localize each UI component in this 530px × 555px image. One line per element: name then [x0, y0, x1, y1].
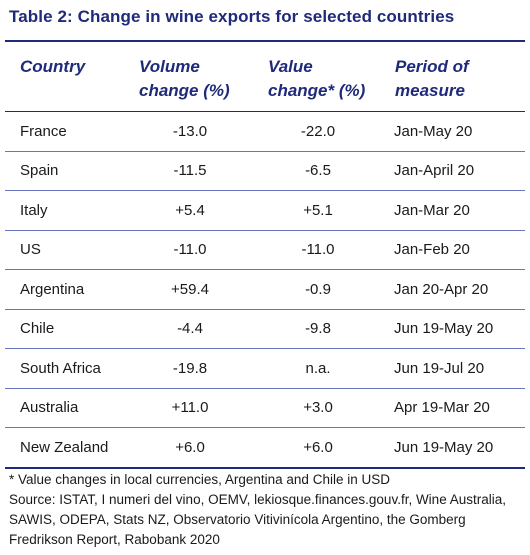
cell-value-change: +5.1 [303, 201, 333, 219]
column-header-line: Volume [139, 57, 200, 76]
column-header-line: Value [268, 57, 313, 76]
column-header-line: change* (%) [268, 81, 366, 100]
cell-period: Jun 19-May 20 [394, 320, 494, 338]
table-row: Italy +5.4 +5.1 Jan-Mar 20 [5, 191, 525, 231]
cell-country: Chile [20, 320, 55, 338]
column-header-period: Period of measure [395, 55, 469, 103]
table-body: France -13.0 -22.0 Jan-May 20 Spain -11.… [5, 112, 525, 469]
cell-period: Jan-May 20 [394, 122, 473, 140]
cell-period: Jan 20-Apr 20 [394, 280, 489, 298]
header-divider [5, 111, 525, 112]
column-header-line: change (%) [139, 81, 230, 100]
cell-value-change: +3.0 [303, 399, 333, 417]
footnote-note: * Value changes in local currencies, Arg… [9, 472, 390, 487]
cell-volume-change: +59.4 [171, 280, 209, 298]
cell-country: New Zealand [20, 438, 109, 456]
cell-value-change: -0.9 [305, 280, 331, 298]
cell-period: Jan-Feb 20 [394, 241, 470, 259]
cell-period: Jan-Mar 20 [394, 201, 470, 219]
table-row: New Zealand +6.0 +6.0 Jun 19-May 20 [5, 428, 525, 469]
cell-value-change: -9.8 [305, 320, 331, 338]
cell-country: US [20, 241, 41, 259]
cell-value-change: +6.0 [303, 438, 333, 456]
cell-country: South Africa [20, 359, 101, 377]
cell-volume-change: -19.8 [172, 359, 208, 377]
table-title: Table 2: Change in wine exports for sele… [9, 7, 455, 26]
cell-period: Jun 19-Jul 20 [394, 359, 485, 377]
column-header-line: measure [395, 81, 465, 100]
title-divider [5, 40, 525, 42]
cell-country: France [20, 122, 67, 140]
table-row: France -13.0 -22.0 Jan-May 20 [5, 112, 525, 152]
column-header-volume: Volume change (%) [139, 55, 230, 103]
column-header-country: Country [20, 55, 85, 79]
cell-volume-change: +11.0 [171, 399, 209, 417]
table-row: US -11.0 -11.0 Jan-Feb 20 [5, 231, 525, 270]
cell-value-change: -6.5 [305, 162, 331, 180]
cell-volume-change: +5.4 [175, 201, 205, 219]
cell-volume-change: +6.0 [175, 438, 205, 456]
cell-volume-change: -11.0 [173, 241, 207, 259]
column-header-value: Value change* (%) [268, 55, 365, 103]
cell-volume-change: -11.5 [173, 162, 207, 180]
table-row: Chile -4.4 -9.8 Jun 19-May 20 [5, 310, 525, 349]
footnote: * Value changes in local currencies, Arg… [9, 470, 521, 550]
cell-value-change: n.a. [305, 359, 331, 377]
column-header-line: Period of [395, 57, 469, 76]
cell-value-change: -22.0 [300, 122, 336, 140]
cell-country: Italy [20, 201, 48, 219]
cell-volume-change: -13.0 [172, 122, 208, 140]
column-header-line: Country [20, 57, 86, 76]
table-row: South Africa -19.8 n.a. Jun 19-Jul 20 [5, 349, 525, 389]
cell-period: Jan-April 20 [394, 162, 475, 180]
table-row: Australia +11.0 +3.0 Apr 19-Mar 20 [5, 389, 525, 428]
cell-period: Apr 19-Mar 20 [394, 399, 490, 417]
cell-country: Australia [20, 399, 79, 417]
table-row: Argentina +59.4 -0.9 Jan 20-Apr 20 [5, 270, 525, 310]
cell-volume-change: -4.4 [177, 320, 203, 338]
table-row: Spain -11.5 -6.5 Jan-April 20 [5, 152, 525, 191]
footnote-source: Source: ISTAT, I numeri del vino, OEMV, … [9, 492, 506, 547]
cell-country: Argentina [20, 280, 85, 298]
cell-value-change: -11.0 [301, 241, 335, 259]
cell-country: Spain [20, 162, 59, 180]
cell-period: Jun 19-May 20 [394, 438, 494, 456]
